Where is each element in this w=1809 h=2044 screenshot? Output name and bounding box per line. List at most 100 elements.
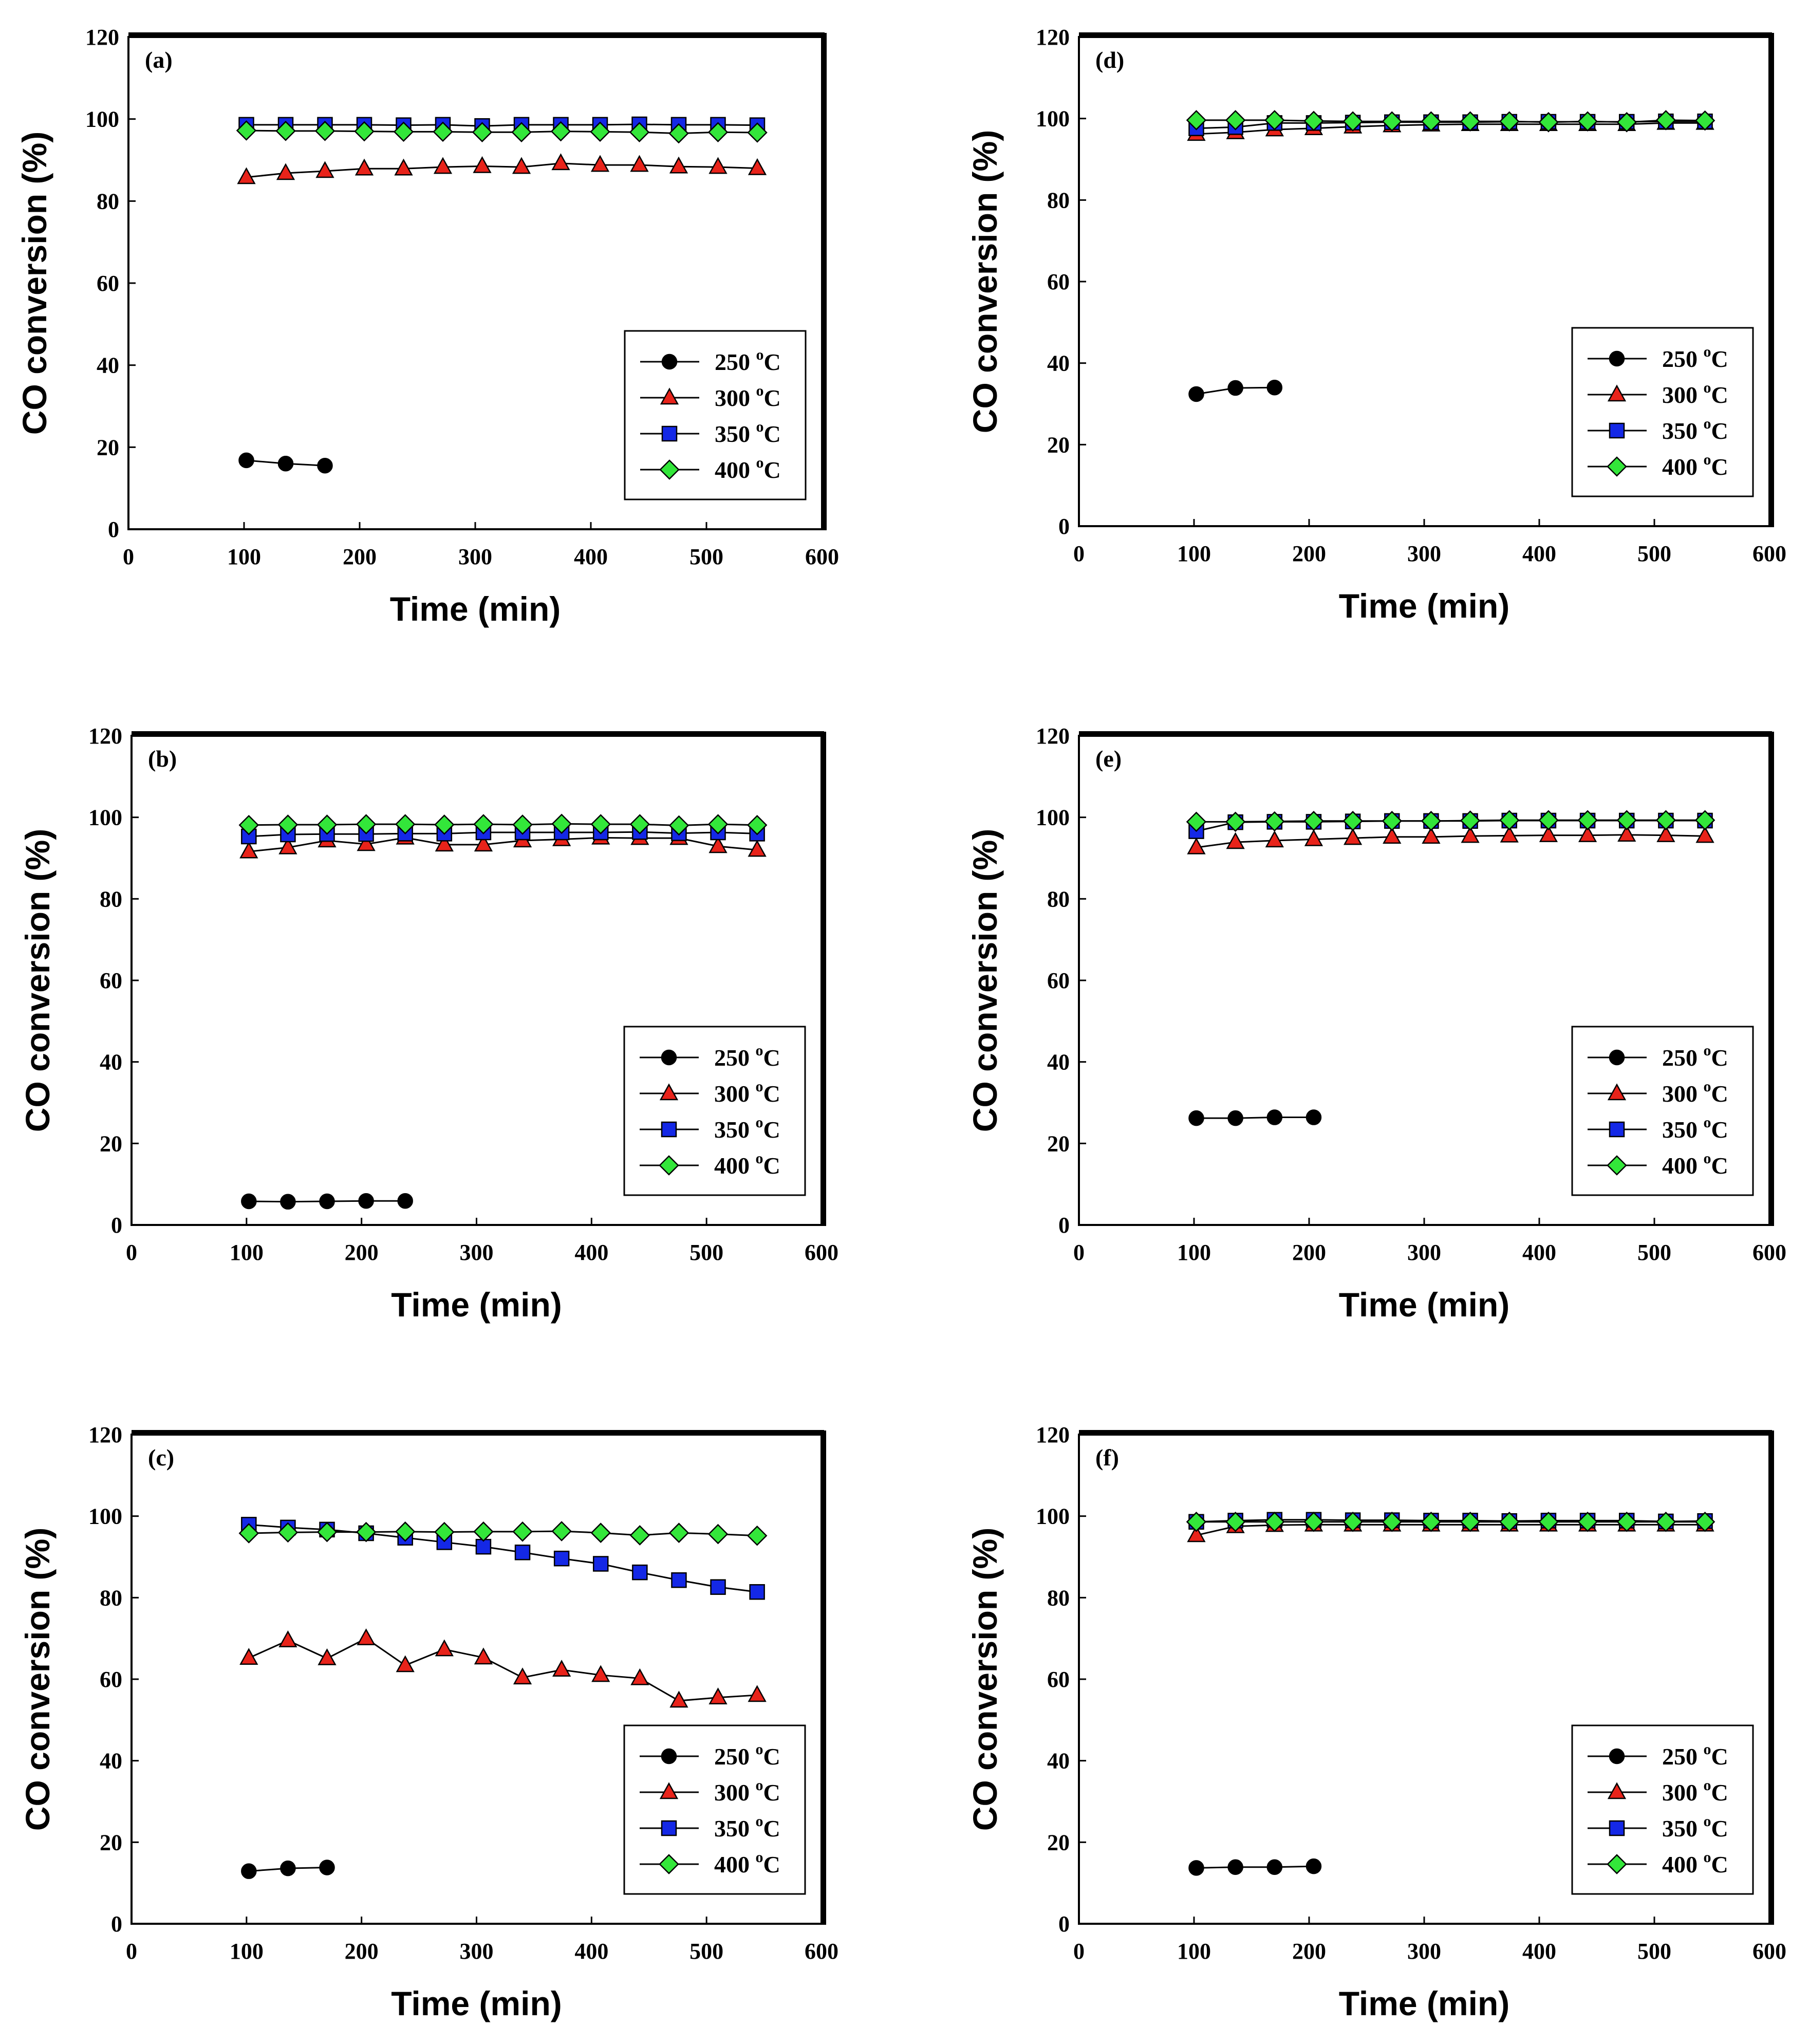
- data-point: [1538, 810, 1559, 830]
- x-tick-label: 200: [1292, 541, 1326, 566]
- series-line-250-oC: [1196, 1865, 1314, 1869]
- legend-box: [623, 1026, 806, 1196]
- y-axis-title: CO conversion (%): [15, 132, 53, 435]
- legend-label: 300 oC: [1662, 1078, 1728, 1107]
- data-point: [708, 1687, 728, 1704]
- data-point: [472, 122, 493, 142]
- chart-panel-4: 0 20 40 60 80 100 120 0 100 200 300 400 500 600 Time (…: [18, 1422, 838, 2022]
- series-line-250-oC: [1196, 1117, 1314, 1119]
- x-tick-label: 100: [230, 1240, 264, 1265]
- data-point: [551, 813, 572, 834]
- data-point: [394, 158, 413, 176]
- legend-marker-circle: [1609, 1049, 1625, 1066]
- data-point: [237, 167, 256, 184]
- legend-label: 250 oC: [1662, 343, 1728, 372]
- data-point: [1265, 830, 1284, 848]
- y-tick-label: 40: [97, 353, 119, 378]
- y-tick-label: 80: [1047, 886, 1070, 912]
- data-point: [397, 1193, 413, 1209]
- legend-marker-diamond: [1607, 1155, 1627, 1176]
- data-point: [238, 1523, 259, 1544]
- y-tick-label: 60: [1047, 269, 1070, 294]
- data-point: [1460, 810, 1481, 831]
- x-tick-label: 100: [230, 1939, 264, 1964]
- data-point: [1655, 110, 1676, 131]
- data-point: [1225, 110, 1246, 131]
- y-tick-label: 0: [1058, 514, 1070, 539]
- x-tick-label: 400: [574, 1240, 608, 1265]
- data-point: [1656, 825, 1675, 842]
- y-tick-label: 80: [97, 189, 119, 214]
- x-tick-label: 200: [345, 1939, 379, 1964]
- x-tick-label: 600: [805, 544, 839, 569]
- legend-box: [1571, 1026, 1754, 1196]
- y-tick-label: 60: [97, 271, 119, 296]
- data-point: [1421, 811, 1442, 831]
- legend-label: 300 oC: [714, 1078, 780, 1107]
- x-tick-label: 400: [574, 1939, 608, 1964]
- legend-label: 350 oC: [714, 1813, 780, 1842]
- legend-marker-circle: [661, 354, 678, 370]
- chart-panel-2: 0 20 40 60 80 100 120 0 100 200 300 400 500 600 Time (…: [18, 723, 838, 1324]
- data-point: [474, 1647, 493, 1665]
- y-tick-label: 120: [1036, 1422, 1070, 1447]
- legend-marker-diamond: [659, 459, 680, 480]
- x-tick-label: 300: [1407, 1240, 1441, 1265]
- x-tick-label: 100: [1177, 541, 1211, 566]
- data-point: [1538, 1512, 1559, 1532]
- data-point: [318, 1648, 337, 1665]
- data-point: [550, 121, 571, 142]
- data-point: [280, 1194, 296, 1210]
- y-tick-label: 120: [88, 723, 122, 749]
- x-tick-label: 200: [1292, 1240, 1326, 1265]
- legend-marker-square: [1609, 422, 1625, 439]
- data-point: [357, 834, 376, 851]
- data-point: [748, 158, 767, 175]
- data-point: [1460, 1512, 1481, 1532]
- data-point: [1616, 1512, 1637, 1532]
- data-point: [1342, 1512, 1363, 1532]
- data-point: [1226, 832, 1245, 849]
- x-tick-label: 600: [1752, 1240, 1786, 1265]
- data-point: [474, 834, 493, 852]
- data-point: [1539, 825, 1558, 842]
- data-point: [748, 1685, 767, 1702]
- y-axis-title: CO conversion (%): [966, 1528, 1004, 1831]
- data-point: [629, 1525, 650, 1546]
- legend-marker-square: [661, 425, 678, 442]
- data-point: [1227, 380, 1243, 396]
- legend-marker-diamond: [659, 1854, 679, 1874]
- legend-marker-circle: [1609, 350, 1625, 367]
- legend-label: 350 oC: [1662, 1114, 1728, 1143]
- y-tick-label: 20: [100, 1131, 122, 1156]
- chart-panel-3: 0 20 40 60 80 100 120 0 100 200 300 400 500 600 Time (…: [966, 723, 1786, 1324]
- data-point: [356, 814, 377, 834]
- x-tick-label: 500: [689, 1240, 723, 1265]
- data-point: [1382, 1512, 1403, 1532]
- data-point: [512, 1521, 533, 1542]
- y-tick-label: 60: [100, 968, 122, 993]
- x-tick-label: 200: [343, 544, 377, 569]
- panel-label: (a): [145, 47, 173, 73]
- data-point: [473, 156, 492, 173]
- y-tick-label: 100: [88, 805, 122, 830]
- data-point: [1303, 811, 1324, 831]
- data-point: [1578, 825, 1597, 842]
- legend-label: 250 oC: [714, 1741, 780, 1770]
- y-tick-label: 0: [111, 1213, 122, 1238]
- x-tick-label: 300: [1407, 541, 1441, 566]
- y-tick-label: 100: [1036, 106, 1070, 132]
- data-point: [314, 121, 335, 141]
- y-tick-label: 20: [97, 435, 119, 460]
- data-point: [1382, 111, 1403, 132]
- data-point: [1188, 1110, 1204, 1126]
- data-point: [1694, 110, 1715, 131]
- y-tick-label: 40: [1047, 351, 1070, 376]
- legend-marker-triangle: [1607, 384, 1627, 402]
- y-tick-label: 0: [111, 1911, 122, 1937]
- x-tick-label: 500: [689, 1939, 723, 1964]
- data-point: [590, 1522, 611, 1543]
- chart-panel-1: 0 20 40 60 80 100 120 0 100 200 300 400 500 600 Time (…: [966, 25, 1786, 625]
- data-point: [1266, 1859, 1283, 1875]
- data-point: [1617, 825, 1636, 842]
